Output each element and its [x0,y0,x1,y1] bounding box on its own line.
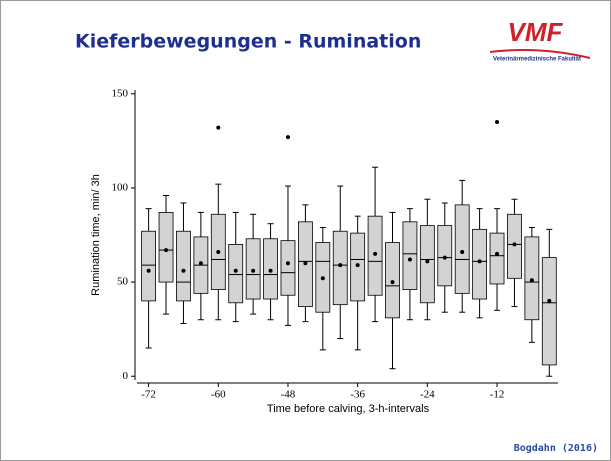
x-tick-label: -48 [281,389,296,401]
mean [268,268,273,273]
outlier [495,120,500,125]
footer: Bogdahn (2016) [514,443,598,454]
logo: VMF [508,17,564,47]
mean [146,268,151,273]
box [158,212,174,283]
mean [198,261,203,266]
box [419,225,435,304]
mean [425,259,430,264]
mean [547,298,552,303]
x-tick-label: -12 [490,389,505,401]
y-axis-label: Rumination time, min/ 3h [90,174,102,296]
x-axis-label: Time before calving, 3-h-intervals [267,403,430,415]
x-tick-label: -36 [350,389,365,401]
mean [303,261,308,266]
outlier [216,125,221,130]
mean [233,268,238,273]
y-tick-label: 50 [117,276,129,288]
logo-arc [489,49,591,59]
logo-subtitle: Veterinärmedizinische Fakultät [493,57,581,63]
box [228,244,244,304]
mean [164,248,169,253]
mean [460,249,465,254]
mean [407,257,412,262]
mean [285,261,290,266]
y-tick-label: 150 [112,87,129,99]
mean [390,280,395,285]
mean [442,255,447,260]
box [472,228,488,300]
slide-title: Kieferbewegungen - Rumination [75,31,421,53]
box [141,230,157,302]
mean [355,263,360,268]
mean [477,259,482,264]
box [332,230,348,306]
x-tick-label: -72 [141,389,156,401]
y-tick-label: 100 [112,181,129,193]
y-tick-label: 0 [123,370,129,382]
box [541,257,557,366]
mean [251,268,256,273]
box [280,240,296,296]
mean [181,268,186,273]
mean [495,251,500,256]
mean [512,242,517,247]
box [489,232,505,285]
mean [529,278,534,283]
mean [216,249,221,254]
box [454,204,470,294]
outlier [285,135,290,140]
x-tick-label: -60 [211,389,226,401]
x-tick-label: -24 [420,389,435,401]
mean [320,276,325,281]
mean [338,263,343,268]
box [402,221,418,291]
mean [373,251,378,256]
box [176,230,191,302]
